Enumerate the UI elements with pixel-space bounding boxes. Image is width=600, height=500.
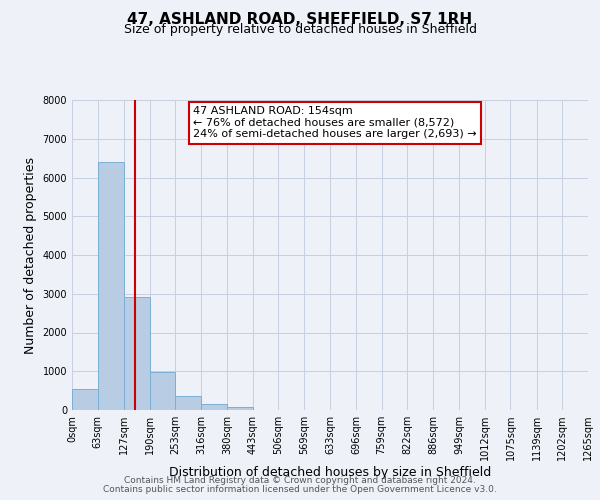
Bar: [149, 372, 175, 410]
Text: 47 ASHLAND ROAD: 154sqm
← 76% of detached houses are smaller (8,572)
24% of semi: 47 ASHLAND ROAD: 154sqm ← 76% of detache…: [193, 106, 477, 140]
Bar: [98, 162, 124, 410]
Bar: [175, 396, 201, 410]
Text: 47, ASHLAND ROAD, SHEFFIELD, S7 1RH: 47, ASHLAND ROAD, SHEFFIELD, S7 1RH: [127, 12, 473, 28]
Bar: [124, 297, 149, 410]
Bar: [201, 404, 227, 410]
X-axis label: Distribution of detached houses by size in Sheffield: Distribution of detached houses by size …: [169, 466, 491, 479]
Y-axis label: Number of detached properties: Number of detached properties: [24, 156, 37, 354]
Text: Contains public sector information licensed under the Open Government Licence v3: Contains public sector information licen…: [103, 485, 497, 494]
Text: Contains HM Land Registry data © Crown copyright and database right 2024.: Contains HM Land Registry data © Crown c…: [124, 476, 476, 485]
Bar: [227, 407, 253, 410]
Bar: [72, 388, 98, 410]
Text: Size of property relative to detached houses in Sheffield: Size of property relative to detached ho…: [124, 22, 476, 36]
